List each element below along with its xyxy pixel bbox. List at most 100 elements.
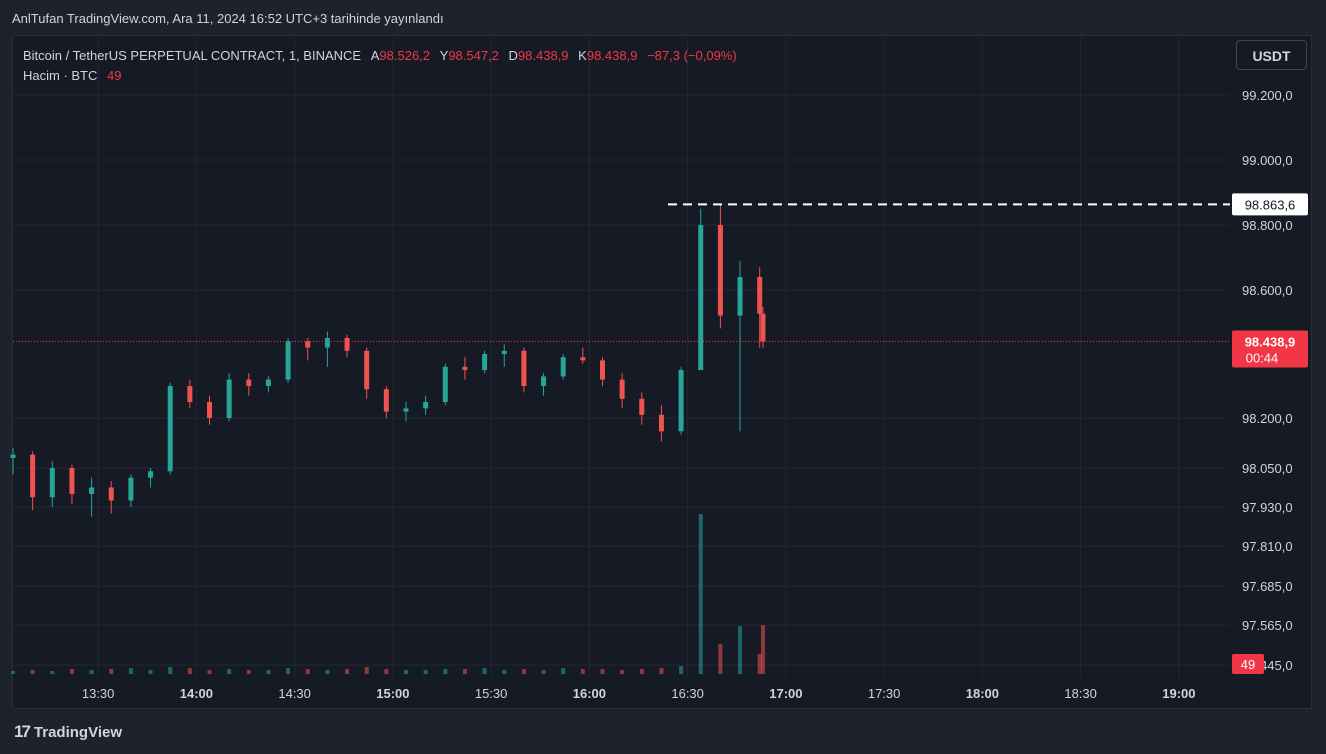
price-tick-label: 97.930,0 <box>1242 500 1293 515</box>
price-tick-label: 99.200,0 <box>1242 88 1293 103</box>
candle-body <box>226 379 232 418</box>
volume-bar <box>462 669 467 674</box>
open-key: A <box>370 48 380 63</box>
volume-value: 49 <box>107 68 122 83</box>
volume-bar <box>246 670 251 674</box>
chart-frame[interactable] <box>12 35 1312 709</box>
legend: Bitcoin / TetherUS PERPETUAL CONTRACT, 1… <box>23 46 737 86</box>
volume-bar <box>521 669 526 674</box>
high-marker-tag <box>1232 193 1308 216</box>
candle-body <box>206 402 212 418</box>
volume-bar <box>305 669 310 674</box>
last-price-tag <box>1232 330 1308 368</box>
candle-body <box>580 357 586 361</box>
volume-bar <box>384 669 389 674</box>
candle-body <box>305 341 311 348</box>
candle-body <box>49 468 55 498</box>
volume-bar <box>266 670 271 674</box>
price-tick-label: 97.685,0 <box>1242 579 1293 594</box>
candle-body <box>482 354 488 370</box>
candle-body <box>462 366 468 370</box>
volume-bar <box>757 654 762 674</box>
time-tick-label: 15:30 <box>475 686 508 701</box>
candle-body <box>599 360 605 380</box>
candle-body <box>760 313 766 342</box>
volume-bar <box>187 668 192 674</box>
candle-body <box>560 357 566 377</box>
price-tick-label: 97.810,0 <box>1242 539 1293 554</box>
candle-body <box>639 398 645 415</box>
tradingview-brand[interactable]: 17 TradingView <box>14 722 122 742</box>
volume-label[interactable]: Hacim · BTC <box>23 68 98 83</box>
volume-bar <box>89 670 94 674</box>
time-tick-label: 13:30 <box>82 686 115 701</box>
volume-bar <box>502 670 507 674</box>
volume-bars <box>11 514 765 674</box>
time-tick-label: 14:30 <box>278 686 311 701</box>
change-value: −87,3 (−0,09%) <box>647 48 737 63</box>
candle-body <box>89 487 95 494</box>
price-tags: 98.863,6 98.438,900:44 49 <box>1232 193 1308 674</box>
time-axis[interactable]: 13:30 14:00 14:30 15:00 15:30 16:00 16:30 17:00… <box>82 686 1196 701</box>
volume-bar <box>600 669 605 674</box>
volume-bar <box>11 671 15 674</box>
candle-body <box>30 454 36 498</box>
volume-bar <box>639 669 644 674</box>
time-tick-label: 16:00 <box>573 686 606 701</box>
candle-body <box>423 402 429 409</box>
volume-bar <box>423 670 428 674</box>
volume-bar <box>207 670 212 674</box>
candle-body <box>285 341 291 380</box>
volume-bar <box>738 626 743 674</box>
brand-name: TradingView <box>33 723 123 741</box>
time-tick-label: 15:00 <box>376 686 409 701</box>
volume-bar <box>659 668 664 674</box>
legend-volume-row: Hacim · BTC 49 <box>23 66 737 86</box>
time-tick-label: 14:00 <box>180 686 213 701</box>
time-tick-label: 16:30 <box>671 686 704 701</box>
last-price-label: 98.438,9 <box>1245 335 1296 350</box>
time-tick-label: 17:00 <box>769 686 802 701</box>
volume-tag-label: 49 <box>1241 657 1255 672</box>
candle-body <box>658 414 664 432</box>
volume-bar <box>69 669 74 674</box>
volume-bar <box>345 669 350 674</box>
price-tick-label: 98.050,0 <box>1242 461 1293 476</box>
candle-body <box>364 350 370 390</box>
volume-bar <box>50 671 55 674</box>
volume-bar <box>403 670 408 674</box>
candles <box>10 204 766 517</box>
candle-body <box>383 389 389 412</box>
candle-body <box>757 277 763 314</box>
close-key: K <box>578 48 587 63</box>
candle-body <box>187 386 193 402</box>
currency-button[interactable]: USDT <box>1236 40 1307 70</box>
price-axis[interactable]: 99.200,0 99.000,0 98.800,0 98.600,0 98.200,0… <box>1242 88 1293 673</box>
candle-body <box>619 379 625 399</box>
candle-body <box>698 225 704 370</box>
volume-bar <box>541 670 546 674</box>
candle-body <box>541 376 547 386</box>
volume-bar <box>620 670 625 674</box>
candle-body <box>167 386 173 472</box>
candle-body <box>737 277 743 316</box>
price-tick-label: 97.565,0 <box>1242 618 1293 633</box>
volume-bar <box>286 668 291 674</box>
candle-body <box>69 468 75 494</box>
symbol-title[interactable]: Bitcoin / TetherUS PERPETUAL CONTRACT, 1… <box>23 48 362 63</box>
candle-body <box>10 454 16 458</box>
open-value: 98.526,2 <box>379 48 431 63</box>
grid-lines <box>13 37 1228 678</box>
candle-body <box>717 225 723 316</box>
volume-bar <box>561 668 566 674</box>
candle-body <box>265 379 271 386</box>
time-tick-label: 19:00 <box>1162 686 1195 701</box>
close-value: 98.438,9 <box>586 48 638 63</box>
volume-bar <box>128 668 133 674</box>
tradingview-logo-icon: 17 <box>14 722 31 741</box>
volume-bar <box>679 666 684 674</box>
price-tick-label: 98.200,0 <box>1242 411 1293 426</box>
high-marker-label: 98.863,6 <box>1245 197 1296 212</box>
high-key: Y <box>439 48 449 63</box>
